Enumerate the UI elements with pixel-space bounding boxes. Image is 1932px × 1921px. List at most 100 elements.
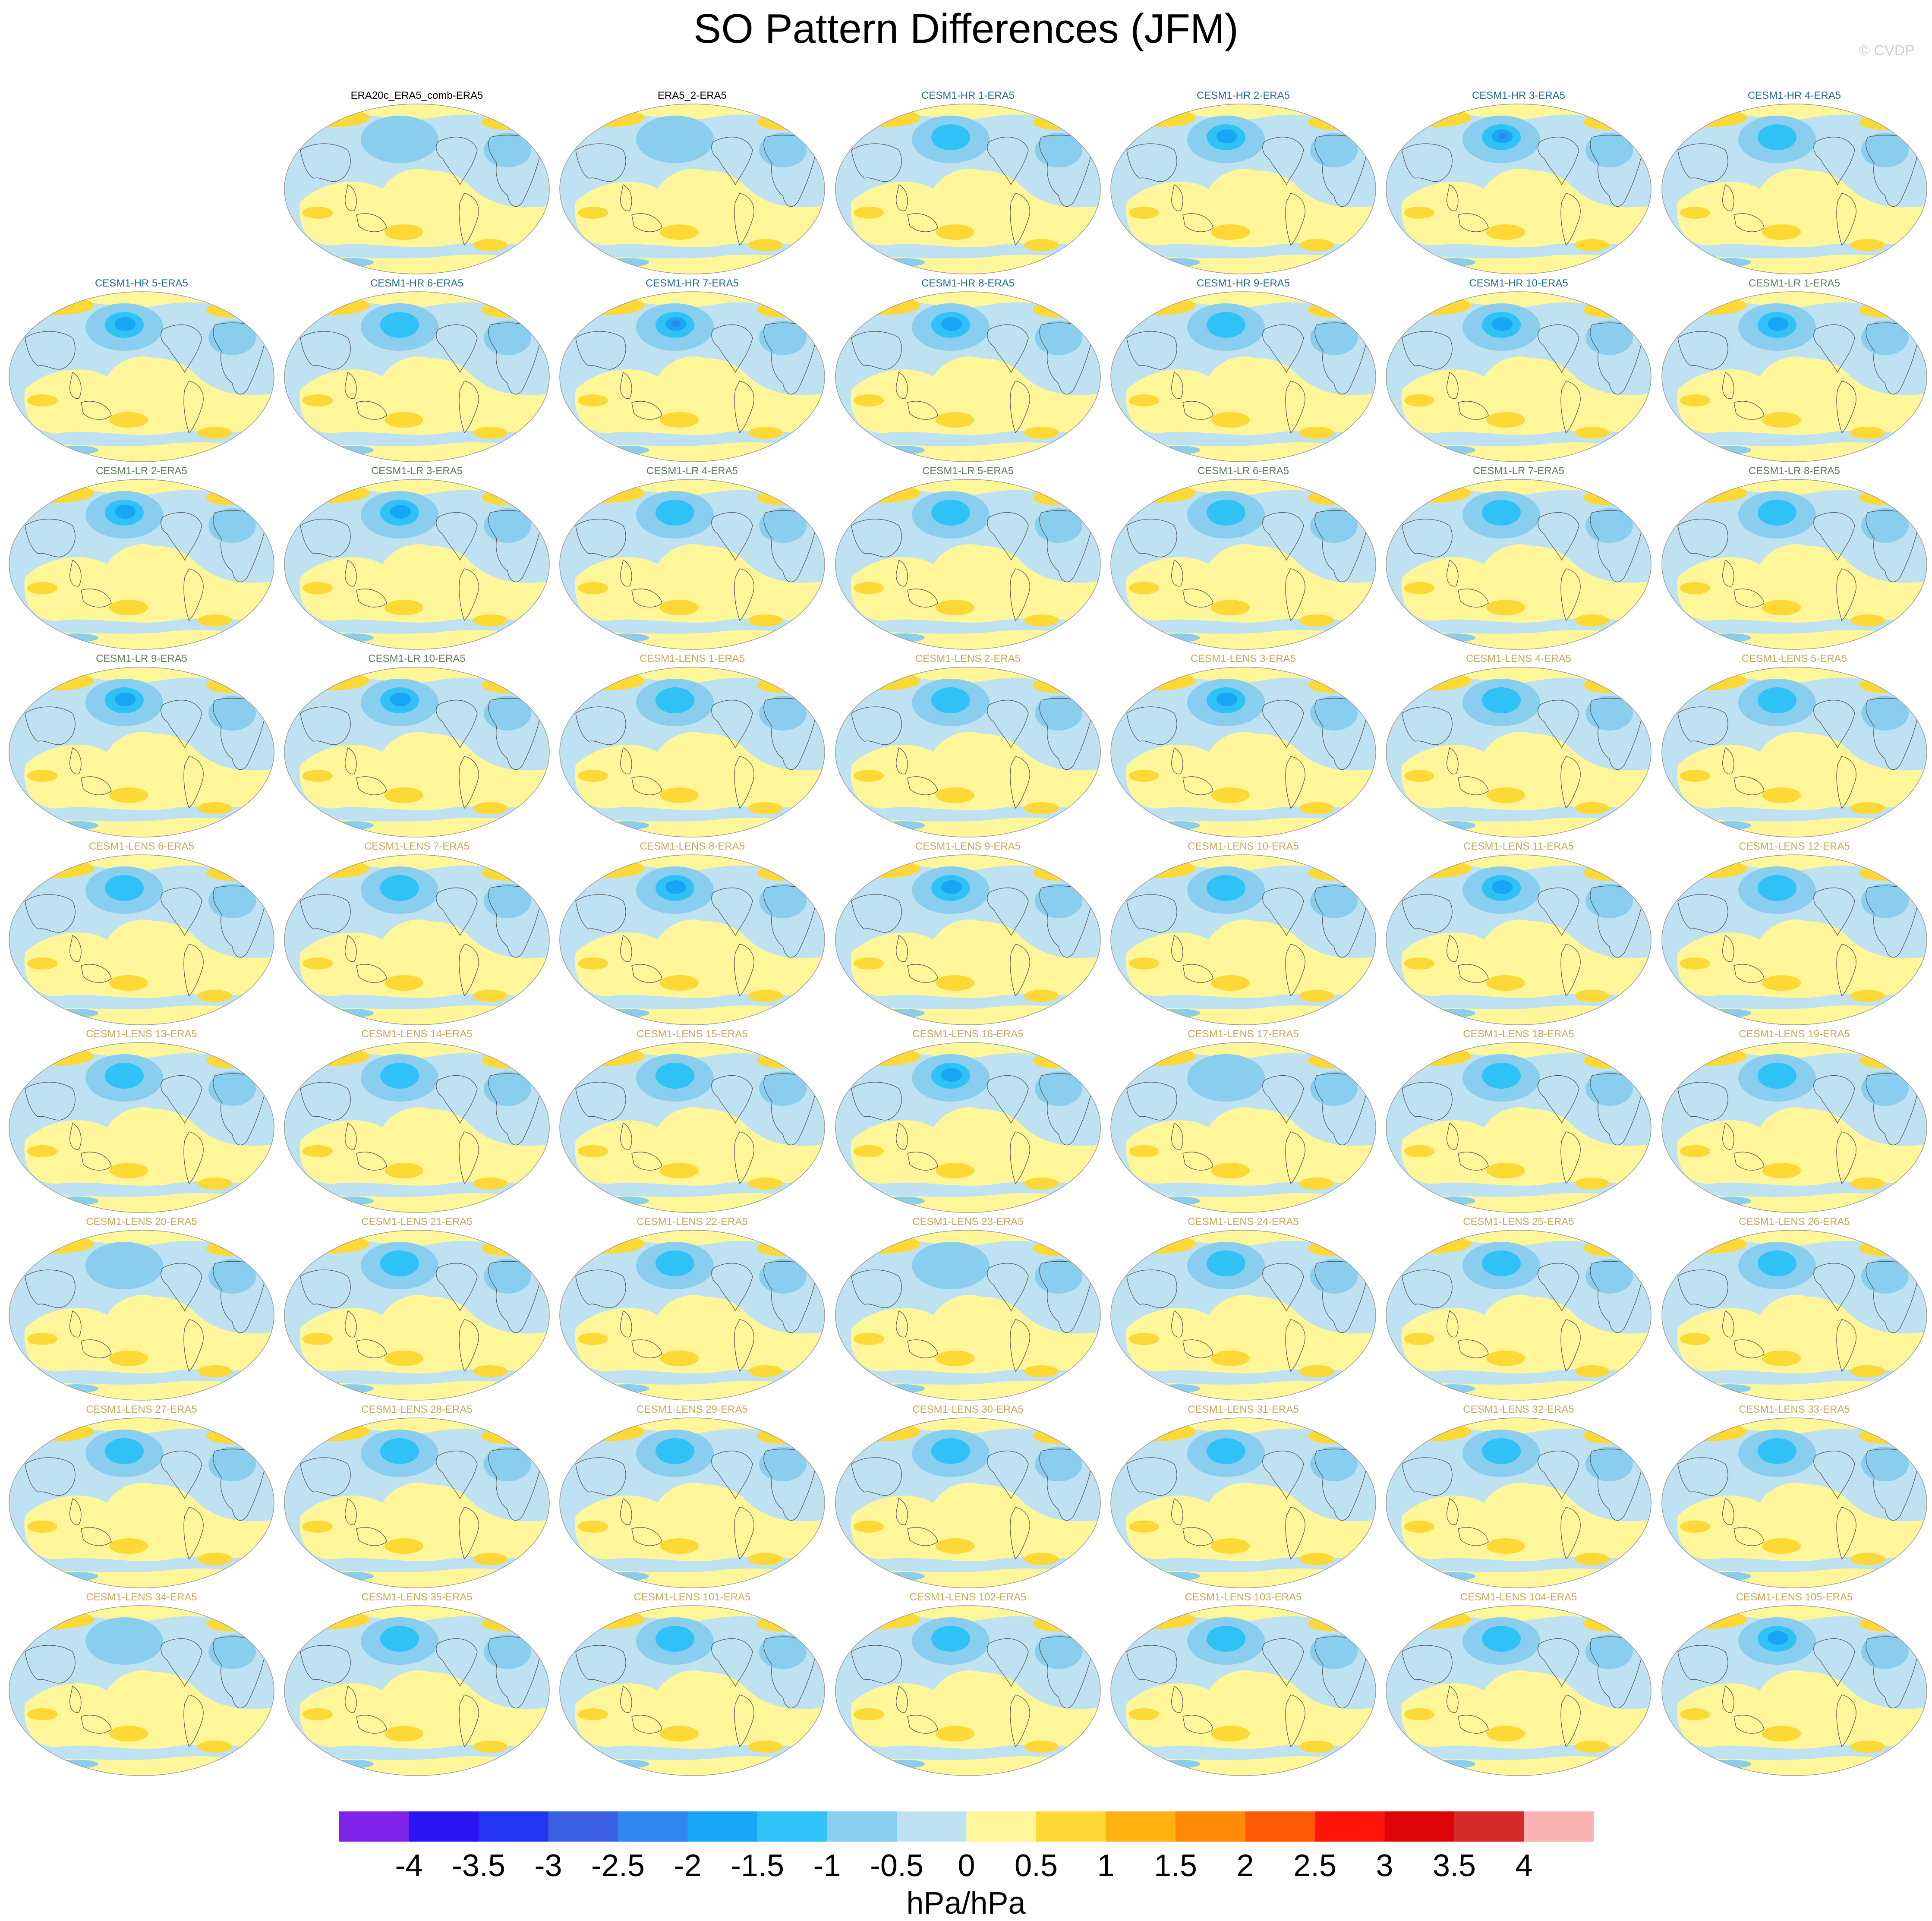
map-panel: CESM1-LENS 102-ERA5	[830, 1591, 1106, 1779]
map-panel: CESM1-LR 6-ERA5	[1106, 465, 1381, 653]
panel-title: CESM1-LENS 24-ERA5	[1188, 1216, 1299, 1228]
map-panel: CESM1-LENS 8-ERA5	[555, 841, 830, 1029]
colorbar-box	[687, 1811, 758, 1842]
panel-title: CESM1-LR 8-ERA5	[1748, 465, 1841, 477]
global-map	[284, 1417, 550, 1588]
panel-title: CESM1-LENS 22-ERA5	[637, 1216, 748, 1228]
panel-title: CESM1-LENS 11-ERA5	[1463, 841, 1574, 852]
colorbar-box	[409, 1811, 479, 1842]
colorbar-box	[1106, 1811, 1176, 1842]
global-map	[1110, 104, 1376, 274]
colorbar-tick-label: 2.5	[1293, 1849, 1336, 1883]
panel-title: CESM1-HR 5-ERA5	[95, 277, 189, 289]
global-map	[1386, 479, 1651, 650]
panel-title: CESM1-LR 10-ERA5	[368, 653, 466, 664]
map-panel: CESM1-HR 9-ERA5	[1106, 277, 1381, 466]
panel-title: CESM1-LR 1-ERA5	[1748, 277, 1841, 289]
panel-title: CESM1-LENS 27-ERA5	[86, 1404, 197, 1415]
global-map	[1386, 854, 1651, 1025]
global-map	[835, 479, 1101, 650]
map-panel: CESM1-LR 2-ERA5	[4, 465, 279, 653]
map-panel: CESM1-LR 5-ERA5	[830, 465, 1106, 653]
colorbar-tick-label: 3.5	[1433, 1849, 1476, 1883]
global-map	[284, 1042, 550, 1213]
colorbar-box	[827, 1811, 897, 1842]
colorbar-svg: -4 -3.5 -3 -2.5 -2 -1.5 -1 -0.5 0 0.5 1 1.5 2 2.5 3 3.5…	[339, 1811, 1594, 1883]
panel-title: CESM1-LR 4-ERA5	[646, 465, 738, 477]
panel-title: CESM1-HR 4-ERA5	[1747, 90, 1841, 101]
panel-title: CESM1-LENS 17-ERA5	[1188, 1028, 1299, 1040]
map-panel: CESM1-HR 3-ERA5	[1381, 90, 1656, 278]
colorbar-box	[1454, 1811, 1524, 1842]
map-panel: CESM1-LENS 20-ERA5	[4, 1216, 279, 1404]
global-map	[835, 1230, 1101, 1401]
panel-title: CESM1-LENS 4-ERA5	[1466, 653, 1572, 664]
map-panel: CESM1-HR 5-ERA5	[4, 277, 279, 466]
map-panel: ERA5_2-ERA5	[555, 90, 830, 278]
global-map	[559, 1605, 825, 1776]
global-map	[1386, 1605, 1651, 1776]
global-map	[284, 104, 550, 274]
global-map	[835, 1605, 1101, 1776]
map-panel: CESM1-LENS 18-ERA5	[1381, 1028, 1656, 1216]
panel-title: CESM1-LENS 10-ERA5	[1188, 841, 1299, 852]
global-map	[1661, 1605, 1927, 1776]
colorbar-tick-label: -0.5	[870, 1849, 923, 1883]
panel-title: CESM1-LENS 3-ERA5	[1190, 653, 1296, 664]
global-map	[9, 1605, 274, 1776]
colorbar-box	[966, 1811, 1037, 1842]
panel-title: CESM1-LENS 7-ERA5	[364, 841, 470, 852]
colorbar-box	[757, 1811, 827, 1842]
global-map	[835, 854, 1101, 1025]
global-map	[835, 104, 1101, 274]
global-map	[284, 667, 550, 838]
map-panel: CESM1-LENS 104-ERA5	[1381, 1591, 1656, 1779]
global-map	[284, 479, 550, 650]
global-map	[1661, 854, 1927, 1025]
map-panel: CESM1-LENS 27-ERA5	[4, 1404, 279, 1592]
map-panel: CESM1-LENS 3-ERA5	[1106, 653, 1381, 841]
panel-title: CESM1-LENS 6-ERA5	[88, 841, 195, 852]
map-panel: CESM1-LR 1-ERA5	[1657, 277, 1932, 466]
map-panel: CESM1-LENS 7-ERA5	[279, 841, 555, 1029]
panel-title: CESM1-LENS 102-ERA5	[909, 1591, 1027, 1603]
map-panel: CESM1-LENS 31-ERA5	[1106, 1404, 1381, 1592]
colorbar-tick-label: 4	[1515, 1849, 1532, 1883]
global-map	[1661, 1042, 1927, 1213]
panel-title: CESM1-LENS 14-ERA5	[361, 1028, 473, 1040]
map-panel: CESM1-LR 8-ERA5	[1657, 465, 1932, 653]
colorbar-box	[1245, 1811, 1315, 1842]
map-panel: CESM1-HR 1-ERA5	[830, 90, 1106, 278]
panel-title: CESM1-LENS 16-ERA5	[912, 1028, 1024, 1040]
map-panel: CESM1-LENS 15-ERA5	[555, 1028, 830, 1216]
global-map	[284, 291, 550, 462]
global-map	[1110, 1417, 1376, 1588]
map-panel: CESM1-HR 6-ERA5	[279, 277, 555, 466]
panel-title: CESM1-LENS 13-ERA5	[86, 1028, 197, 1040]
global-map	[284, 1230, 550, 1401]
global-map	[1386, 667, 1651, 838]
map-panel: CESM1-LENS 30-ERA5	[830, 1404, 1106, 1592]
panel-title: CESM1-LENS 33-ERA5	[1739, 1404, 1850, 1415]
panel-title: CESM1-LENS 103-ERA5	[1185, 1591, 1302, 1603]
panel-title: CESM1-LENS 26-ERA5	[1739, 1216, 1850, 1228]
global-map	[1661, 1417, 1927, 1588]
map-panel: CESM1-LENS 29-ERA5	[555, 1404, 830, 1592]
global-map	[9, 1230, 274, 1401]
panel-title: CESM1-LR 6-ERA5	[1197, 465, 1289, 477]
colorbar-tick-label: 0	[958, 1849, 975, 1883]
colorbar-tick-label: 0.5	[1015, 1849, 1058, 1883]
map-panel: CESM1-LENS 1-ERA5	[555, 653, 830, 841]
global-map	[1110, 1230, 1376, 1401]
global-map	[835, 1417, 1101, 1588]
global-map	[835, 291, 1101, 462]
global-map	[1661, 479, 1927, 650]
global-map	[559, 667, 825, 838]
global-map	[1386, 1417, 1651, 1588]
map-panel: CESM1-LENS 101-ERA5	[555, 1591, 830, 1779]
global-map	[1386, 1042, 1651, 1213]
colorbar-tick-label: 1.5	[1154, 1849, 1197, 1883]
global-map	[1661, 291, 1927, 462]
panel-title: CESM1-LENS 31-ERA5	[1188, 1404, 1299, 1415]
map-panel: CESM1-LENS 103-ERA5	[1106, 1591, 1381, 1779]
